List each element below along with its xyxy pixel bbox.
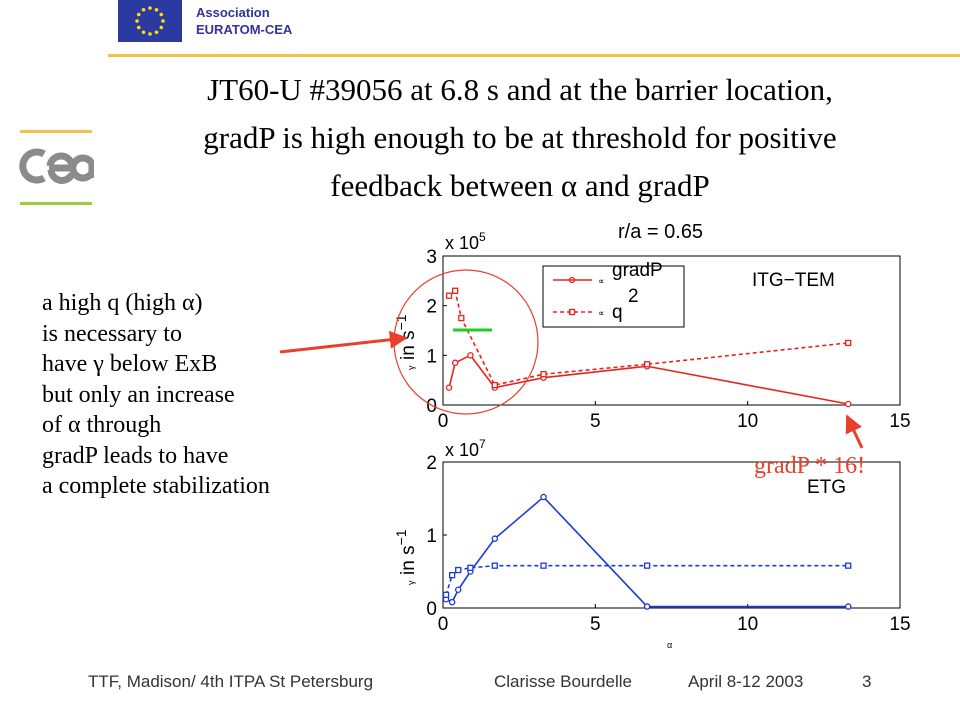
association-line2: EURATOM-CEA <box>196 22 293 37</box>
callout-gradp-16: gradP * 16! <box>754 453 865 479</box>
annotation-line-7: a complete stabilization <box>42 473 270 499</box>
top-series-2-point <box>845 339 852 347</box>
svg-text:γ: γ <box>406 580 416 585</box>
top-chart-title: r/a = 0.65 <box>618 221 703 243</box>
top-series-2-point <box>643 361 651 368</box>
top-series-1-point <box>451 359 459 367</box>
top-chart-frame <box>442 255 901 406</box>
annotation-line-2: is necessary to <box>42 320 182 347</box>
bottom-series-1-line <box>445 495 849 608</box>
footer-author: Clarisse Bourdelle <box>494 672 632 691</box>
top-ytick-label: 0 <box>426 396 437 417</box>
bottom-series-2-point <box>467 564 474 571</box>
legend-prefix-1: ∝ <box>598 276 604 286</box>
bottom-series-1-point <box>844 603 852 610</box>
footer-page-number: 3 <box>862 672 872 691</box>
annotation-line-3: have γ below ExB <box>42 351 218 377</box>
bottom-xtick-label: 10 <box>737 614 758 635</box>
bottom-multiplier: x 107 <box>445 437 486 460</box>
footer-conference: TTF, Madison/ 4th ITPA St Petersburg <box>88 672 374 691</box>
legend-label-1: gradP <box>612 260 663 281</box>
footer-date: April 8-12 2003 <box>688 672 804 691</box>
top-annotation-itg-tem: ITG−TEM <box>752 270 835 291</box>
bottom-series-1-point <box>448 598 456 606</box>
bottom-xtick-label: 5 <box>590 614 601 635</box>
bottom-series-1-point <box>454 586 462 594</box>
top-ytick-label: 2 <box>426 297 437 318</box>
bottom-chart: 0 5 10 15 0 1 2 x 107 ETG γ in s−1 α <box>393 437 911 650</box>
bottom-series-1-point <box>540 493 547 501</box>
annotation-line-6: gradP leads to have <box>42 442 229 469</box>
bottom-series-2-point <box>643 562 651 569</box>
annotation-line-5: of α through <box>42 412 162 438</box>
top-multiplier: x 105 <box>445 230 486 253</box>
top-series-1-point <box>445 384 453 391</box>
top-ytick-label: 3 <box>426 247 437 268</box>
bottom-series-2-point <box>491 562 498 569</box>
top-xtick-label: 0 <box>438 411 449 432</box>
bottom-series-1-point <box>491 535 499 542</box>
svg-text:γ: γ <box>406 365 416 370</box>
top-series-2-point <box>445 292 453 299</box>
bottom-ytick-label: 0 <box>426 599 437 620</box>
bottom-series-1-point <box>643 603 651 610</box>
slide-title: JT60-U #39056 at 6.8 s and at the barrie… <box>95 66 945 210</box>
association-label: Association EURATOM-CEA <box>196 4 292 38</box>
bottom-ylabel: γ in s−1 <box>393 529 419 585</box>
annotation-line-1: a high q (high α) <box>42 290 203 316</box>
title-line-3: feedback between α and gradP <box>330 168 710 203</box>
footer: TTF, Madison/ 4th ITPA St Petersburg Cla… <box>0 672 960 702</box>
top-legend: ∝ gradP ∝ q2 <box>542 260 685 328</box>
top-xtick-label: 5 <box>590 411 601 432</box>
top-series-2-point <box>458 314 465 322</box>
svg-text:in s−1: in s−1 <box>393 529 419 575</box>
top-ytick-label: 1 <box>426 346 437 367</box>
bottom-ytick-label: 1 <box>426 526 437 547</box>
bottom-series-2-point <box>845 562 852 569</box>
top-series-2-point <box>491 381 498 389</box>
annotation-line-4: but only an increase <box>42 381 235 408</box>
legend-label-2: q2 <box>612 286 639 323</box>
bottom-xtick-label: 15 <box>889 614 910 635</box>
top-series-1-point <box>467 352 474 359</box>
top-xtick-label: 15 <box>889 411 910 432</box>
cea-logo <box>19 130 94 205</box>
title-line-2: gradP is high enough to be at threshold … <box>203 120 837 155</box>
association-line1: Association <box>196 5 270 20</box>
top-xtick-label: 10 <box>737 411 758 432</box>
bottom-series-2-line <box>445 564 849 596</box>
top-series-2-point <box>540 371 547 378</box>
bottom-series-2-point <box>448 572 456 579</box>
bottom-series-2-point <box>540 562 547 569</box>
bottom-xtick-label: 0 <box>438 614 449 635</box>
annotation-text: a high q (high α) is necessary to have γ… <box>42 288 270 502</box>
bottom-series-2-point <box>455 566 462 574</box>
bottom-annotation-etg: ETG <box>807 477 846 498</box>
top-series-2-point <box>452 287 459 294</box>
callout-arrow <box>845 414 864 449</box>
eu-flag-logo <box>118 0 182 42</box>
legend-prefix-2: ∝ <box>598 308 604 318</box>
bottom-xlabel: α <box>667 640 672 650</box>
bottom-series-2-point <box>442 591 450 599</box>
title-line-1: JT60-U #39056 at 6.8 s and at the barrie… <box>207 72 833 107</box>
bottom-ytick-label: 2 <box>426 453 437 474</box>
annotation-arrow <box>279 330 408 354</box>
header-rule <box>108 54 960 57</box>
top-series-1-point <box>844 400 852 408</box>
